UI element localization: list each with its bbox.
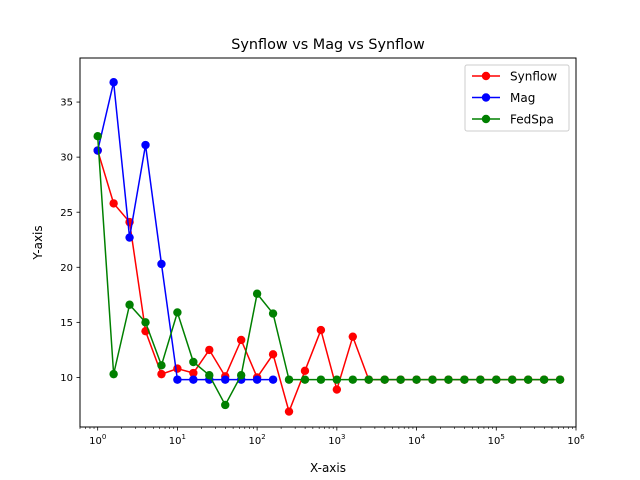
series-line-fedspa (96, 136, 561, 407)
x-tick-label: 103 (328, 433, 345, 447)
data-point-synflow (205, 345, 214, 355)
data-point-fedspa (221, 400, 230, 410)
data-point-fedspa (396, 375, 405, 384)
data-point-mag (173, 375, 182, 384)
data-point-synflow (348, 332, 357, 341)
data-point-fedspa (268, 309, 278, 318)
data-point-fedspa (93, 132, 102, 141)
y-tick-label: 35 (60, 98, 73, 109)
axes-frame (79, 57, 577, 428)
data-point-mag (221, 375, 230, 384)
x-tick-label: 101 (169, 433, 186, 447)
data-point-mag (109, 78, 118, 87)
legend-marker-fedspa (481, 114, 491, 124)
data-point-fedspa (316, 375, 326, 384)
x-tick-label: 102 (249, 433, 266, 447)
x-tick-label: 100 (89, 433, 106, 447)
data-point-fedspa (332, 375, 342, 384)
series-line-synflow (96, 150, 561, 414)
x-tick-label: 104 (408, 433, 426, 447)
legend-label-synflow: Synflow (510, 69, 557, 83)
data-point-fedspa (141, 318, 150, 327)
data-point-fedspa (380, 375, 389, 384)
data-point-mag (125, 233, 134, 242)
data-point-fedspa (555, 375, 565, 384)
legend-label-fedspa: FedSpa (510, 112, 554, 126)
y-tick-label: 30 (60, 153, 73, 164)
x-axis-ticks: 100 101 102 103 104 105 106 (79, 427, 585, 447)
y-tick-label: 20 (60, 263, 73, 274)
data-point-fedspa (492, 375, 501, 384)
data-point-fedspa (348, 375, 357, 384)
chart-title: Synflow vs Mag vs Synflow (231, 37, 425, 53)
data-point-synflow (189, 368, 198, 378)
data-point-synflow (284, 407, 294, 416)
data-point-synflow (236, 335, 246, 345)
data-point-fedspa (173, 308, 182, 317)
data-point-mag (268, 375, 278, 384)
data-point-fedspa (444, 375, 453, 384)
legend-label-mag: Mag (510, 91, 535, 105)
data-point-synflow (157, 369, 166, 379)
data-point-mag (189, 375, 198, 384)
data-point-mag (93, 146, 102, 155)
data-point-fedspa (428, 375, 437, 384)
x-tick-label: 106 (567, 433, 585, 447)
data-point-fedspa (460, 375, 469, 384)
data-point-synflow (268, 350, 278, 359)
data-point-fedspa (476, 375, 485, 384)
data-point-fedspa (364, 375, 373, 384)
data-point-mag (141, 140, 150, 150)
x-axis-label: X-axis (310, 461, 346, 475)
y-tick-label: 10 (60, 373, 73, 384)
data-point-fedspa (109, 369, 118, 379)
data-point-synflow (300, 366, 310, 376)
data-point-fedspa (523, 375, 533, 384)
data-point-synflow (173, 364, 182, 373)
legend-box (464, 64, 570, 132)
data-point-mag (157, 259, 166, 269)
legend-marker-synflow (481, 71, 491, 81)
data-point-fedspa (252, 289, 262, 298)
data-point-synflow (316, 325, 326, 335)
data-point-fedspa (300, 375, 310, 384)
y-tick-label: 15 (60, 318, 73, 329)
data-point-fedspa (508, 375, 517, 384)
x-tick-label: 105 (488, 433, 505, 447)
data-point-fedspa (189, 357, 198, 367)
data-point-synflow (332, 385, 342, 394)
legend-marker-mag (481, 93, 491, 102)
data-point-synflow (109, 199, 118, 208)
data-point-fedspa (412, 375, 421, 384)
data-point-fedspa (157, 361, 166, 370)
plot-area (93, 78, 565, 416)
data-point-mag (252, 375, 262, 384)
legend: Synflow Mag FedSpa (464, 64, 570, 132)
data-point-fedspa (284, 375, 294, 384)
data-point-fedspa (205, 371, 214, 380)
y-axis-ticks: 10 15 20 25 30 35 (60, 98, 80, 384)
data-point-fedspa (236, 371, 246, 380)
y-axis-label: Y-axis (31, 225, 45, 260)
y-tick-label: 25 (60, 208, 73, 219)
data-point-fedspa (539, 375, 549, 384)
data-point-fedspa (125, 300, 134, 309)
